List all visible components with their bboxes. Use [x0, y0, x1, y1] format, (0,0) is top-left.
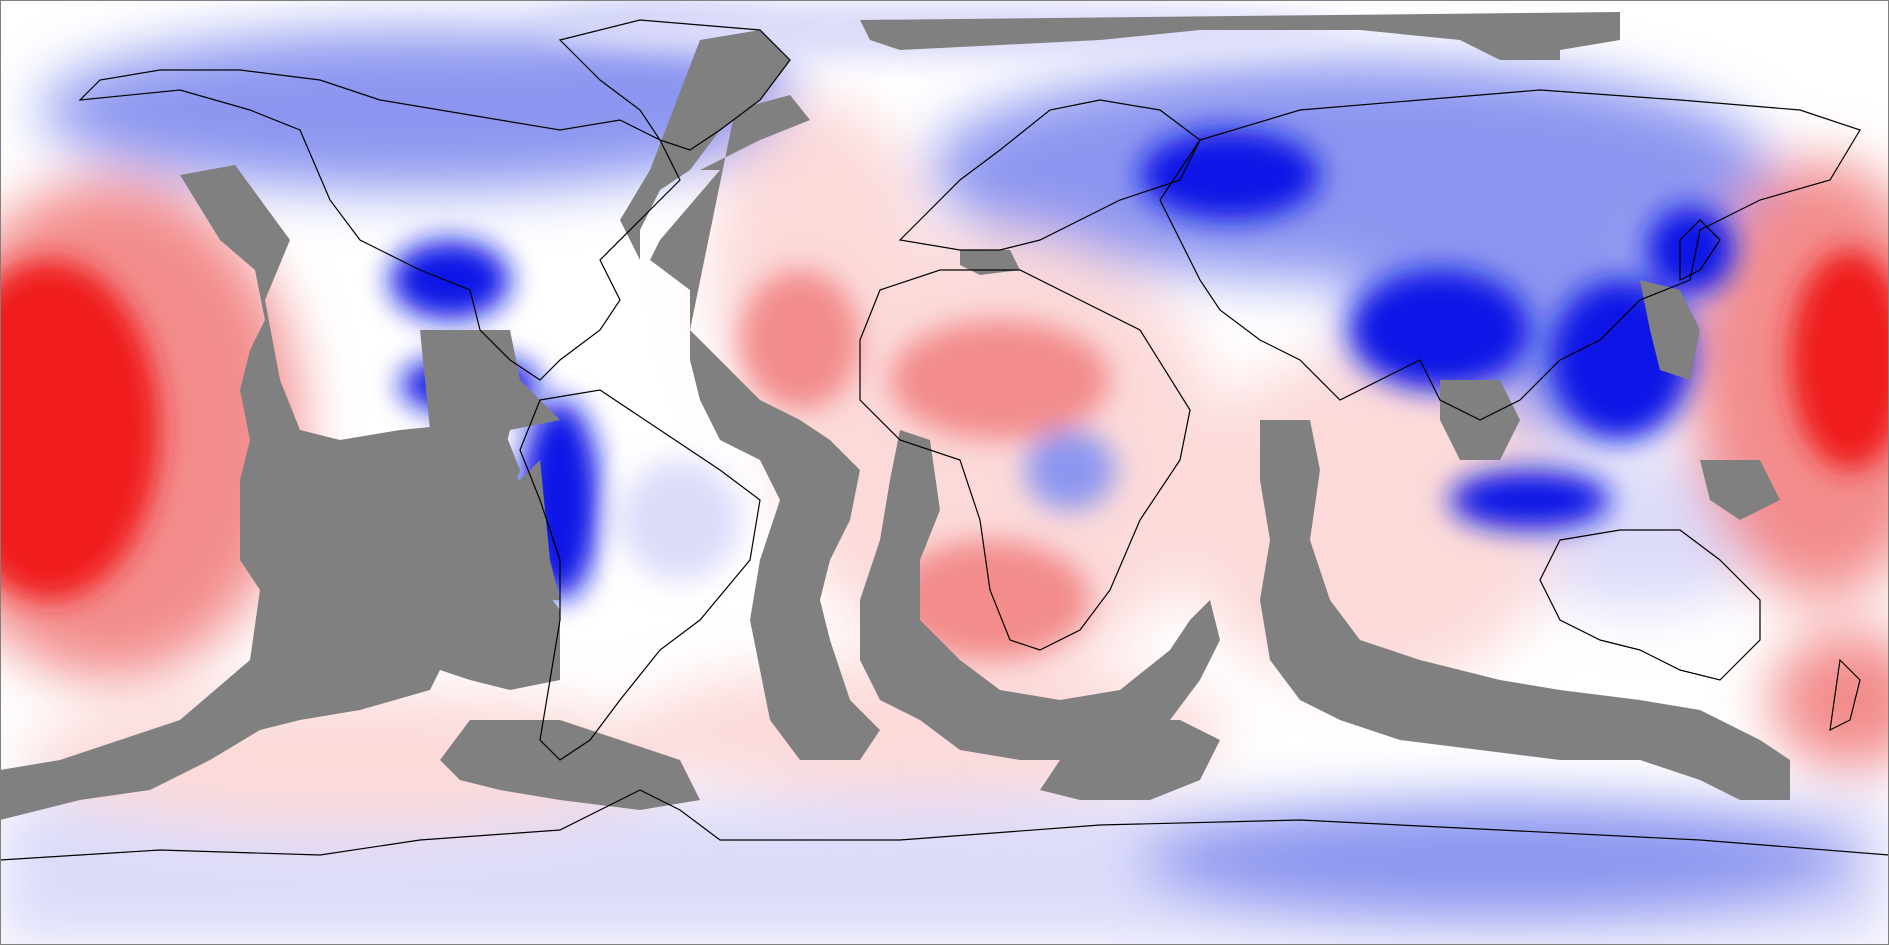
no-data-east-atlantic — [860, 430, 1220, 760]
no-data-labrador — [620, 30, 790, 260]
anomaly-core-africa-east — [1025, 430, 1115, 510]
coastline-antarctica — [0, 789, 1889, 861]
anomaly-core-central-pacific — [0, 260, 160, 600]
anomaly-core-amazon — [620, 460, 740, 580]
anomaly-region-antarctic-east — [1140, 800, 1860, 920]
no-data-south-america-west — [420, 330, 560, 600]
no-data-south-pacific-ridge — [440, 720, 700, 810]
coastline-africa — [859, 269, 1191, 651]
anomaly-core-south-africa — [890, 540, 1090, 660]
no-data-mediterranean — [960, 250, 1020, 275]
anomaly-core-atlantic — [740, 270, 860, 410]
no-data-southwest-indian — [1040, 720, 1220, 800]
anomaly-broad-layer — [0, 20, 1889, 945]
no-data-mask — [0, 12, 1790, 820]
coastline-south-america — [519, 389, 761, 761]
coastline-north-america — [78, 69, 681, 381]
anomaly-core-west-pacific — [1790, 250, 1889, 470]
coastlines — [0, 19, 1889, 861]
no-data-indian-ridge — [1260, 420, 1790, 800]
coastline-greenland — [558, 19, 791, 151]
no-data-east-pacific — [0, 165, 560, 820]
anomaly-core-tibet — [1350, 270, 1530, 390]
anomaly-core-north-america — [390, 240, 510, 320]
coastline-asia — [1159, 89, 1861, 421]
anomaly-core-maritime — [1450, 470, 1610, 530]
coastline-new-zealand — [1829, 658, 1861, 732]
anomaly-core-japan — [1645, 205, 1735, 295]
no-data-philippines — [1640, 280, 1700, 380]
anomaly-core-sahara — [890, 320, 1110, 440]
coastline-japan — [1679, 219, 1721, 281]
no-data-arctic-strip — [860, 12, 1620, 60]
anomaly-core-siberia — [1140, 130, 1320, 220]
no-data-mid-atlantic-north — [650, 95, 880, 760]
no-data-new-guinea — [1700, 460, 1780, 520]
anomaly-region-tasman — [1770, 630, 1889, 770]
coastline-australia — [1539, 529, 1761, 681]
